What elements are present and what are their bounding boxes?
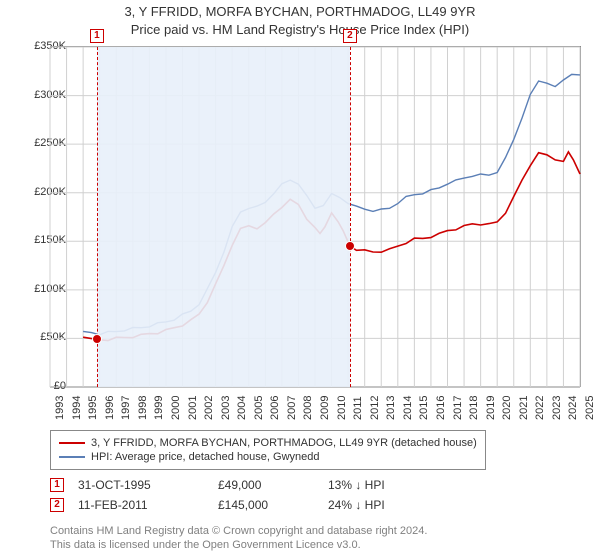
marker-point-1 [92,334,102,344]
marker-badge-2: 2 [50,498,64,512]
x-axis-label: 1999 [153,396,165,420]
x-axis-label: 2023 [551,396,563,420]
tx-price: £49,000 [218,478,328,492]
chart-title: 3, Y FFRIDD, MORFA BYCHAN, PORTHMADOG, L… [0,4,600,19]
legend-label-hpi: HPI: Average price, detached house, Gwyn… [91,451,320,463]
x-axis-label: 2011 [352,396,364,420]
marker-line-2 [350,47,351,387]
x-axis-label: 2007 [286,396,298,420]
marker-badge-1: 1 [90,29,104,43]
x-axis-label: 2017 [452,396,464,420]
x-axis-label: 2003 [220,396,232,420]
x-axis-label: 2013 [385,396,397,420]
x-axis-label: 2015 [418,396,430,420]
x-axis-label: 2006 [269,396,281,420]
x-axis-label: 2020 [501,396,513,420]
tx-diff: 13% ↓ HPI [328,478,438,492]
x-axis-label: 1997 [120,396,132,420]
x-axis-label: 1998 [137,396,149,420]
x-axis-label: 2025 [584,396,596,420]
x-axis-label: 2012 [369,396,381,420]
x-axis-label: 2002 [203,396,215,420]
transactions-table: 1 31-OCT-1995 £49,000 13% ↓ HPI 2 11-FEB… [50,475,438,515]
tx-price: £145,000 [218,498,328,512]
legend-item-hpi: HPI: Average price, detached house, Gwyn… [59,451,477,463]
x-axis-label: 2004 [236,396,248,420]
x-axis-label: 1995 [87,396,99,420]
marker-badge-2: 2 [343,29,357,43]
x-axis-label: 2016 [435,396,447,420]
legend-box: 3, Y FFRIDD, MORFA BYCHAN, PORTHMADOG, L… [50,430,486,470]
table-row: 1 31-OCT-1995 £49,000 13% ↓ HPI [50,475,438,495]
x-axis-label: 2022 [534,396,546,420]
x-axis-label: 2001 [187,396,199,420]
marker-badge-1: 1 [50,478,64,492]
attribution-line2: This data is licensed under the Open Gov… [50,538,427,552]
attribution-text: Contains HM Land Registry data © Crown c… [50,524,427,553]
x-axis-label: 2018 [468,396,480,420]
legend-label-paid: 3, Y FFRIDD, MORFA BYCHAN, PORTHMADOG, L… [91,437,477,449]
legend-swatch-hpi [59,456,85,458]
x-axis-label: 2019 [485,396,497,420]
x-axis-label: 2024 [567,396,579,420]
x-axis-label: 2010 [336,396,348,420]
x-axis-label: 2005 [253,396,265,420]
table-row: 2 11-FEB-2011 £145,000 24% ↓ HPI [50,495,438,515]
tx-date: 11-FEB-2011 [78,498,218,512]
x-axis-label: 2021 [518,396,530,420]
attribution-line1: Contains HM Land Registry data © Crown c… [50,524,427,538]
chart-plot-area: 12 [50,46,581,387]
x-axis-label: 2000 [170,396,182,420]
tx-date: 31-OCT-1995 [78,478,218,492]
legend-item-paid: 3, Y FFRIDD, MORFA BYCHAN, PORTHMADOG, L… [59,437,477,449]
x-axis-label: 1993 [54,396,66,420]
legend-swatch-paid [59,442,85,444]
x-axis-label: 2008 [302,396,314,420]
x-axis-label: 2014 [402,396,414,420]
x-axis-label: 1994 [71,396,83,420]
x-axis-label: 2009 [319,396,331,420]
tx-diff: 24% ↓ HPI [328,498,438,512]
x-axis-label: 1996 [104,396,116,420]
marker-point-2 [345,241,355,251]
